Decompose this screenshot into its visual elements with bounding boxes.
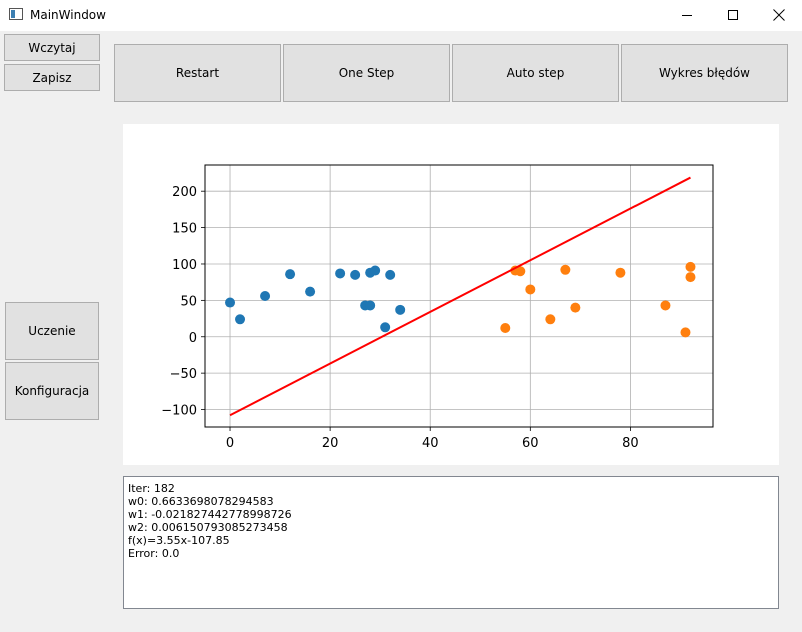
- plot-canvas: 0 20 40 60 80 −100 −50 0 50 100 150 200: [123, 124, 779, 465]
- load-button[interactable]: Wczytaj: [4, 34, 100, 61]
- output-text-area[interactable]: Iter: 182 w0: 0.6633698078294583 w1: -0.…: [123, 476, 779, 609]
- auto-step-button[interactable]: Auto step: [452, 44, 619, 102]
- data-point: [515, 266, 526, 277]
- output-line: Iter: 182: [128, 482, 175, 495]
- maximize-button[interactable]: [710, 0, 756, 31]
- data-point: [685, 261, 696, 272]
- y-tick-label: 150: [172, 222, 197, 237]
- scatter-chart: 0 20 40 60 80 −100 −50 0 50 100 150 200: [161, 164, 714, 451]
- decision-line: [229, 176, 691, 417]
- data-point: [525, 284, 536, 295]
- data-point: [380, 322, 391, 333]
- minimize-button[interactable]: [664, 0, 710, 31]
- plot-frame: [204, 164, 714, 428]
- restart-button[interactable]: Restart: [114, 44, 281, 102]
- close-button[interactable]: [756, 0, 802, 31]
- y-tick-label: −100: [161, 404, 197, 419]
- config-button[interactable]: Konfiguracja: [5, 362, 99, 420]
- x-tick-label: 80: [622, 436, 639, 451]
- data-point: [365, 300, 376, 311]
- x-tick-label: 60: [522, 436, 539, 451]
- data-point: [285, 269, 296, 280]
- output-line: w2: 0.006150793085273458: [128, 521, 288, 534]
- close-icon: [773, 9, 785, 21]
- data-point: [560, 264, 571, 275]
- x-tick-label: 20: [322, 436, 339, 451]
- data-point: [660, 300, 671, 311]
- learning-button[interactable]: Uczenie: [5, 302, 99, 360]
- output-line: Error: 0.0: [128, 547, 180, 560]
- y-tick-label: 100: [172, 258, 197, 273]
- data-point: [570, 302, 581, 313]
- data-point: [615, 267, 626, 278]
- data-point: [685, 272, 696, 283]
- data-point: [385, 269, 396, 280]
- data-point: [680, 327, 691, 338]
- data-point: [305, 286, 316, 297]
- window-title: MainWindow: [30, 8, 106, 22]
- x-tick-label: 0: [226, 436, 234, 451]
- data-point: [260, 291, 271, 301]
- y-tick-label: 50: [180, 294, 197, 309]
- output-line: w1: -0.021827442778998726: [128, 508, 292, 521]
- data-point: [335, 268, 346, 279]
- one-step-button[interactable]: One Step: [283, 44, 450, 102]
- save-button[interactable]: Zapisz: [4, 64, 100, 91]
- x-tick-label: 40: [422, 436, 439, 451]
- app-icon: [9, 8, 23, 20]
- y-tick-label: 0: [189, 331, 197, 346]
- output-line: f(x)=3.55x-107.85: [128, 534, 230, 547]
- y-tick-label: 200: [172, 185, 197, 200]
- data-point: [225, 297, 236, 308]
- data-point: [395, 304, 406, 315]
- data-point: [500, 323, 511, 334]
- data-point: [350, 269, 361, 280]
- data-point: [235, 314, 246, 325]
- title-bar: MainWindow: [0, 0, 802, 31]
- y-tick-label: −50: [170, 367, 197, 382]
- error-chart-button[interactable]: Wykres błędów: [621, 44, 788, 102]
- output-line: w0: 0.6633698078294583: [128, 495, 274, 508]
- data-point: [370, 265, 381, 276]
- data-point: [545, 314, 556, 325]
